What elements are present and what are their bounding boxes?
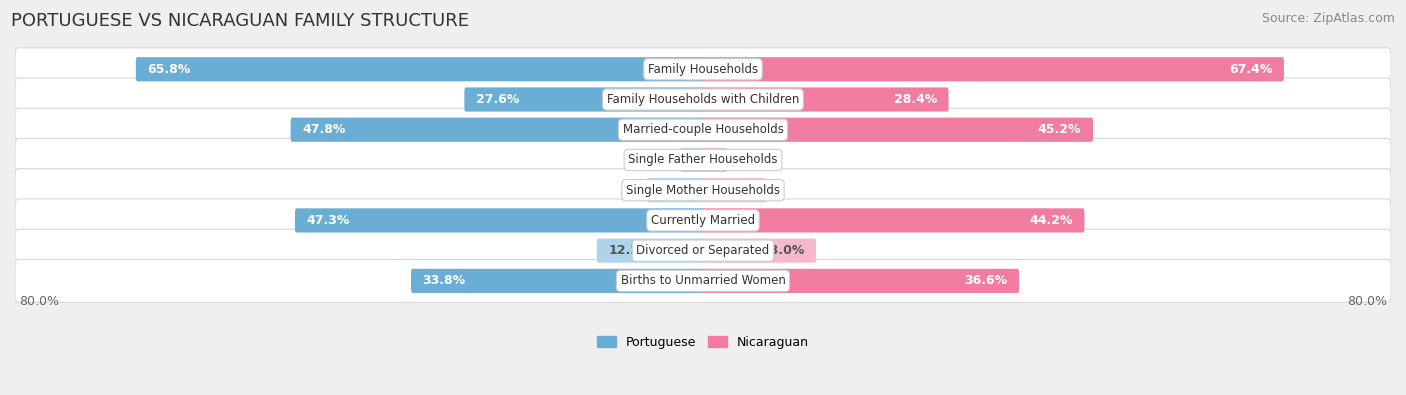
Text: 2.5%: 2.5% [692, 153, 727, 166]
Text: 12.2%: 12.2% [609, 244, 652, 257]
FancyBboxPatch shape [681, 148, 704, 172]
Text: 67.4%: 67.4% [1229, 63, 1272, 76]
FancyBboxPatch shape [291, 118, 704, 142]
Text: 44.2%: 44.2% [1029, 214, 1073, 227]
Text: 27.6%: 27.6% [477, 93, 519, 106]
FancyBboxPatch shape [702, 57, 1284, 81]
Text: Births to Unmarried Women: Births to Unmarried Women [620, 275, 786, 288]
FancyBboxPatch shape [15, 108, 1391, 151]
FancyBboxPatch shape [702, 87, 949, 112]
Text: 28.4%: 28.4% [894, 93, 936, 106]
Text: Single Mother Households: Single Mother Households [626, 184, 780, 197]
Text: 36.6%: 36.6% [965, 275, 1008, 288]
FancyBboxPatch shape [702, 118, 1092, 142]
Text: Currently Married: Currently Married [651, 214, 755, 227]
Text: PORTUGUESE VS NICARAGUAN FAMILY STRUCTURE: PORTUGUESE VS NICARAGUAN FAMILY STRUCTUR… [11, 12, 470, 30]
FancyBboxPatch shape [15, 260, 1391, 302]
FancyBboxPatch shape [15, 139, 1391, 181]
FancyBboxPatch shape [15, 199, 1391, 242]
FancyBboxPatch shape [596, 239, 704, 263]
FancyBboxPatch shape [702, 269, 1019, 293]
Text: Divorced or Separated: Divorced or Separated [637, 244, 769, 257]
FancyBboxPatch shape [136, 57, 704, 81]
FancyBboxPatch shape [702, 178, 766, 202]
Legend: Portuguese, Nicaraguan: Portuguese, Nicaraguan [592, 331, 814, 354]
FancyBboxPatch shape [295, 208, 704, 233]
Text: Family Households with Children: Family Households with Children [607, 93, 799, 106]
Text: 2.6%: 2.6% [681, 153, 716, 166]
FancyBboxPatch shape [702, 148, 727, 172]
FancyBboxPatch shape [15, 169, 1391, 212]
FancyBboxPatch shape [15, 48, 1391, 91]
Text: Source: ZipAtlas.com: Source: ZipAtlas.com [1261, 12, 1395, 25]
FancyBboxPatch shape [464, 87, 704, 112]
Text: Married-couple Households: Married-couple Households [623, 123, 783, 136]
Text: Single Father Households: Single Father Households [628, 153, 778, 166]
FancyBboxPatch shape [647, 178, 704, 202]
Text: 47.3%: 47.3% [307, 214, 350, 227]
Text: 47.8%: 47.8% [302, 123, 346, 136]
Text: 65.8%: 65.8% [148, 63, 191, 76]
Text: 33.8%: 33.8% [423, 275, 465, 288]
Text: 80.0%: 80.0% [20, 295, 59, 308]
Text: 7.2%: 7.2% [720, 184, 755, 197]
Text: 13.0%: 13.0% [761, 244, 804, 257]
FancyBboxPatch shape [15, 78, 1391, 121]
Text: Family Households: Family Households [648, 63, 758, 76]
FancyBboxPatch shape [702, 208, 1084, 233]
Text: 80.0%: 80.0% [1347, 295, 1386, 308]
FancyBboxPatch shape [15, 229, 1391, 272]
FancyBboxPatch shape [411, 269, 704, 293]
Text: 6.4%: 6.4% [658, 184, 693, 197]
FancyBboxPatch shape [702, 239, 815, 263]
Text: 45.2%: 45.2% [1038, 123, 1081, 136]
